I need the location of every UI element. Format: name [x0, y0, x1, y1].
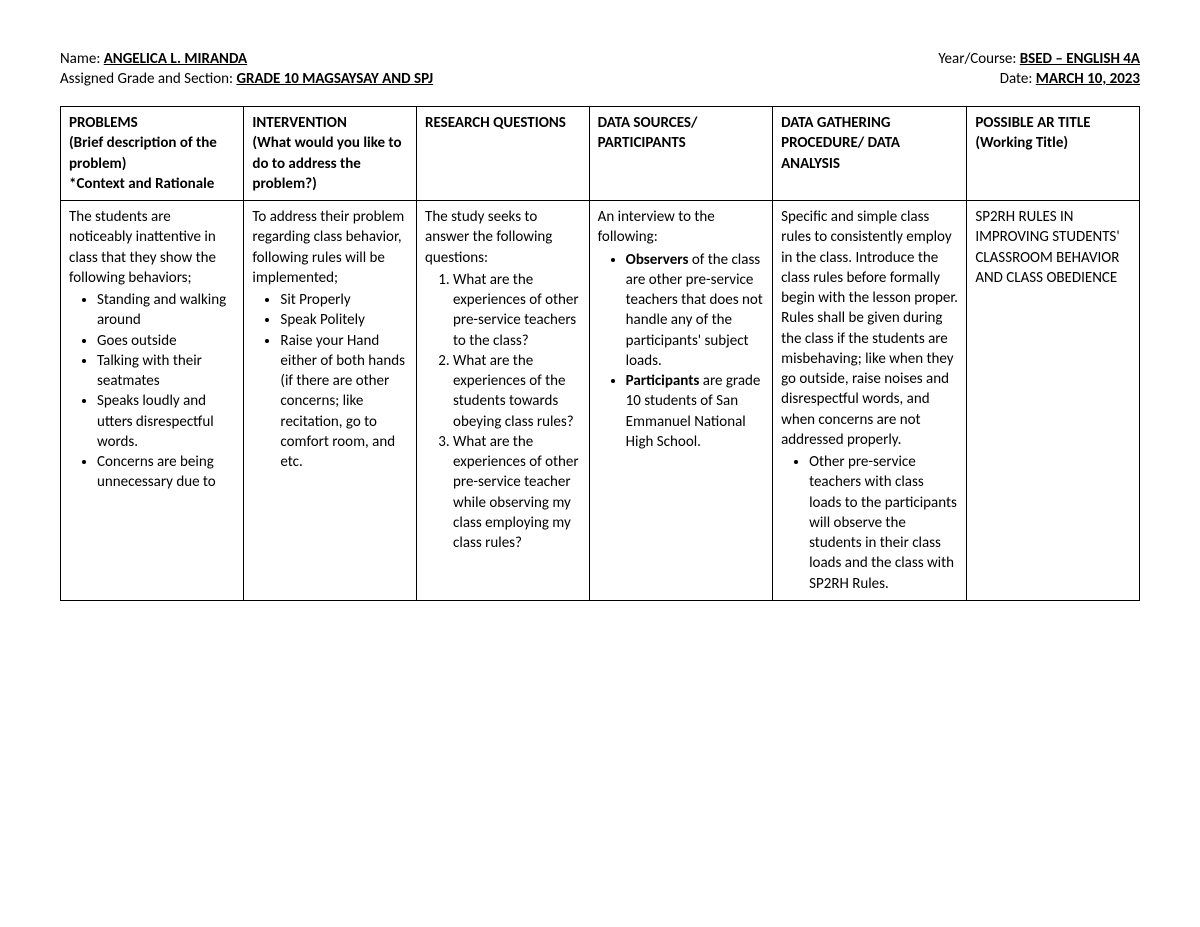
name-label: Name: [60, 50, 104, 68]
col-header-title: POSSIBLE AR TITLE (Working Title) [967, 107, 1140, 201]
list-item: Goes outside [97, 331, 235, 351]
problems-list: Standing and walking around Goes outside… [69, 290, 235, 493]
col-header-text: (Working Title) [975, 133, 1131, 153]
list-item: Concerns are being unnecessary due to [97, 452, 235, 493]
header-row-2: Assigned Grade and Section: GRADE 10 MAG… [60, 70, 1140, 88]
list-item: What are the experiences of the students… [453, 351, 581, 432]
observers-bold: Observers [626, 251, 689, 269]
list-item: Speaks loudly and utters disrespectful w… [97, 391, 235, 452]
list-item: What are the experiences of other pre-se… [453, 432, 581, 554]
list-item: What are the experiences of other pre-se… [453, 270, 581, 351]
list-item: Observers of the class are other pre-ser… [626, 250, 764, 372]
date-label: Date: [1000, 70, 1036, 88]
header-row-1: Name: ANGELICA L. MIRANDA Year/Course: B… [60, 50, 1140, 68]
list-item: Standing and walking around [97, 290, 235, 331]
list-item: Speak Politely [280, 310, 408, 330]
sources-list: Observers of the class are other pre-ser… [598, 250, 764, 453]
col-header-text: PROBLEMS [69, 113, 235, 133]
grade-field: Assigned Grade and Section: GRADE 10 MAG… [60, 70, 433, 88]
name-field: Name: ANGELICA L. MIRANDA [60, 50, 247, 68]
cell-title: SP2RH RULES IN IMPROVING STUDENTS' CLASS… [967, 201, 1140, 601]
list-item: Sit Properly [280, 290, 408, 310]
date-field: Date: MARCH 10, 2023 [1000, 70, 1140, 88]
cell-questions: The study seeks to answer the following … [417, 201, 590, 601]
col-header-problems: PROBLEMS (Brief description of the probl… [61, 107, 244, 201]
col-header-text: DATA SOURCES/ PARTICIPANTS [598, 113, 764, 154]
cell-intervention: To address their problem regarding class… [244, 201, 417, 601]
col-header-text: (Brief description of the problem) [69, 133, 235, 174]
list-item: Participants are grade 10 students of Sa… [626, 371, 764, 452]
sources-intro: An interview to the following: [598, 207, 764, 248]
intervention-list: Sit Properly Speak Politely Raise your H… [252, 290, 408, 472]
col-header-analysis: DATA GATHERING PROCEDURE/ DATA ANALYSIS [773, 107, 967, 201]
col-header-text: POSSIBLE AR TITLE [975, 113, 1131, 133]
matrix-table: PROBLEMS (Brief description of the probl… [60, 106, 1140, 601]
list-item: Talking with their seatmates [97, 351, 235, 392]
cell-sources: An interview to the following: Observers… [589, 201, 772, 601]
cell-analysis: Specific and simple class rules to consi… [773, 201, 967, 601]
list-item: Other pre-service teachers with class lo… [809, 452, 958, 594]
questions-list: What are the experiences of other pre-se… [425, 270, 581, 554]
col-header-intervention: INTERVENTION (What would you like to do … [244, 107, 417, 201]
document-header: Name: ANGELICA L. MIRANDA Year/Course: B… [60, 50, 1140, 88]
col-header-text: DATA GATHERING PROCEDURE/ DATA ANALYSIS [781, 113, 958, 174]
cell-problems: The students are noticeably inattentive … [61, 201, 244, 601]
intervention-intro: To address their problem regarding class… [252, 207, 408, 288]
year-value: BSED – ENGLISH 4A [1020, 50, 1140, 68]
participants-bold: Participants [626, 372, 700, 390]
col-header-text: *Context and Rationale [69, 174, 235, 194]
table-header-row: PROBLEMS (Brief description of the probl… [61, 107, 1140, 201]
table-row: The students are noticeably inattentive … [61, 201, 1140, 601]
list-item: Raise your Hand either of both hands (if… [280, 331, 408, 473]
questions-intro: The study seeks to answer the following … [425, 207, 581, 268]
analysis-intro: Specific and simple class rules to consi… [781, 207, 958, 450]
grade-label: Assigned Grade and Section: [60, 70, 236, 88]
col-header-text: RESEARCH QUESTIONS [425, 113, 581, 133]
col-header-text: (What would you like to do to address th… [252, 133, 408, 194]
year-field: Year/Course: BSED – ENGLISH 4A [938, 50, 1140, 68]
col-header-text: INTERVENTION [252, 113, 408, 133]
problems-intro: The students are noticeably inattentive … [69, 207, 235, 288]
col-header-sources: DATA SOURCES/ PARTICIPANTS [589, 107, 772, 201]
name-value: ANGELICA L. MIRANDA [104, 50, 247, 68]
ar-title: SP2RH RULES IN IMPROVING STUDENTS' CLASS… [975, 207, 1131, 288]
col-header-questions: RESEARCH QUESTIONS [417, 107, 590, 201]
grade-value: GRADE 10 MAGSAYSAY AND SPJ [236, 70, 433, 88]
year-label: Year/Course: [938, 50, 1019, 68]
analysis-list: Other pre-service teachers with class lo… [781, 452, 958, 594]
date-value: MARCH 10, 2023 [1036, 70, 1140, 88]
